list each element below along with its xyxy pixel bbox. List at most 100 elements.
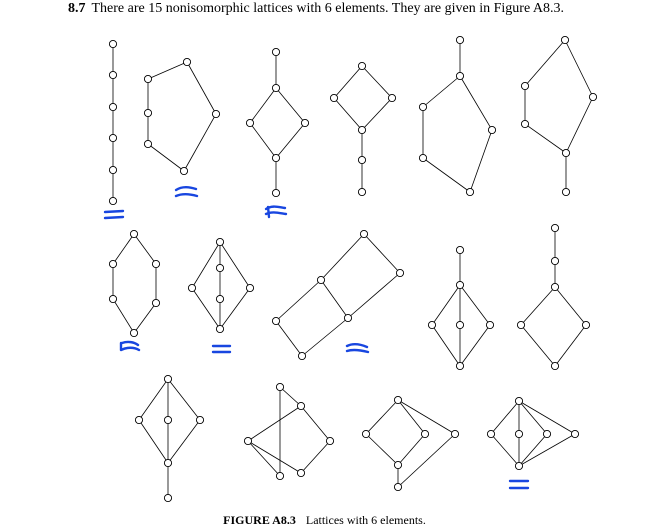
lattice-node <box>129 328 139 338</box>
lattice-11 <box>516 223 591 371</box>
lattice-edge <box>249 87 277 124</box>
lattice-node <box>163 458 173 468</box>
lattice-node <box>357 61 367 71</box>
lattice-node <box>561 187 571 197</box>
lattice-13 <box>243 382 335 481</box>
lattice-8 <box>187 237 255 334</box>
lattice-node <box>296 468 306 478</box>
handwritten-equals-mark <box>508 479 530 490</box>
figure-caption-text: Lattices with 6 elements. <box>305 513 426 527</box>
lattice-edge <box>275 87 306 124</box>
lattice-edge <box>147 61 188 80</box>
lattice-edge <box>138 378 169 421</box>
lattice-9 <box>271 229 405 361</box>
lattice-edge <box>520 324 556 367</box>
lattice-node <box>151 259 161 269</box>
lattice-node <box>108 196 118 206</box>
lattice-edge <box>279 386 302 407</box>
lattice-node <box>455 320 465 330</box>
lattice-edge <box>397 399 426 435</box>
lattice-node <box>486 429 496 439</box>
lattice-node <box>108 39 118 49</box>
lattice-node <box>275 382 285 392</box>
lattice-node <box>271 47 281 57</box>
lattice-node <box>134 415 144 425</box>
lattice-node <box>455 71 465 81</box>
lattice-node <box>275 471 285 481</box>
lattice-edge <box>191 241 221 289</box>
lattice-edge <box>112 298 135 334</box>
lattice-edge <box>333 65 363 99</box>
lattice-node <box>395 268 405 278</box>
handwritten-equals-mark <box>264 205 288 219</box>
lattice-node <box>450 429 460 439</box>
lattice-node <box>455 361 465 371</box>
lattice-edge <box>275 279 322 322</box>
lattice-node <box>271 188 281 198</box>
lattice-edge <box>275 320 303 357</box>
lattice-node <box>163 493 173 503</box>
lattice-edge <box>361 97 393 131</box>
lattice-edge <box>247 405 302 442</box>
lattice-node <box>211 109 221 119</box>
lattice-4 <box>329 61 397 197</box>
lattice-node <box>129 229 139 239</box>
lattice-edge <box>167 419 201 464</box>
lattice-node <box>300 118 310 128</box>
lattice-node <box>215 237 225 247</box>
lattice-node <box>325 436 335 446</box>
lattice-node <box>297 351 307 361</box>
lattice-edge <box>138 419 169 464</box>
lattice-10 <box>427 245 495 371</box>
lattice-node <box>143 74 153 84</box>
lattice-node <box>245 283 255 293</box>
lattice-node <box>393 460 403 470</box>
lattice-edge <box>524 123 567 154</box>
lattice-node <box>514 396 524 406</box>
lattice-node <box>243 436 253 446</box>
lattice-edge <box>167 378 201 421</box>
lattice-node <box>418 102 428 112</box>
problem-statement: 8.7 There are 15 nonisomorphic lattices w… <box>68 0 564 18</box>
lattice-node <box>163 374 173 384</box>
handwritten-equals-mark <box>119 340 141 352</box>
lattice-node <box>108 294 118 304</box>
lattice-node <box>182 57 192 67</box>
lattice-edge <box>133 233 157 265</box>
lattice-15 <box>486 396 580 471</box>
problem-text: There are 15 nonisomorphic lattices with… <box>91 1 565 16</box>
lattice-edge <box>469 129 493 193</box>
handwritten-equals-mark <box>345 343 370 354</box>
lattice-node <box>420 429 430 439</box>
lattice-7 <box>108 229 161 338</box>
lattice-node <box>151 298 161 308</box>
lattice-node <box>215 324 225 334</box>
lattice-edge <box>133 302 157 334</box>
lattice-node <box>179 166 189 176</box>
lattice-node <box>455 280 465 290</box>
lattice-12 <box>134 374 205 503</box>
lattice-edge <box>431 324 461 367</box>
lattice-edge <box>554 286 587 326</box>
lattice-14 <box>361 395 460 492</box>
lattice-edge <box>520 286 556 326</box>
lattice-node <box>143 139 153 149</box>
lattice-edge <box>518 400 548 435</box>
lattice-node <box>215 263 225 273</box>
lattice-node <box>520 119 530 129</box>
lattice-node <box>550 361 560 371</box>
lattice-node <box>245 118 255 128</box>
figure-caption: FIGURE A8.3 Lattices with 6 elements. <box>0 513 649 528</box>
lattice-edge <box>191 287 221 330</box>
lattice-edge <box>186 61 217 115</box>
lattice-edge <box>490 433 520 467</box>
lattice-edge <box>301 317 349 357</box>
lattice-node <box>465 187 475 197</box>
lattice-node <box>487 125 497 135</box>
lattice-edge <box>431 284 461 326</box>
lattice-2 <box>143 57 221 176</box>
lattice-node <box>359 229 369 239</box>
lattice-node <box>143 108 153 118</box>
lattice-node <box>108 133 118 143</box>
lattice-node <box>485 320 495 330</box>
